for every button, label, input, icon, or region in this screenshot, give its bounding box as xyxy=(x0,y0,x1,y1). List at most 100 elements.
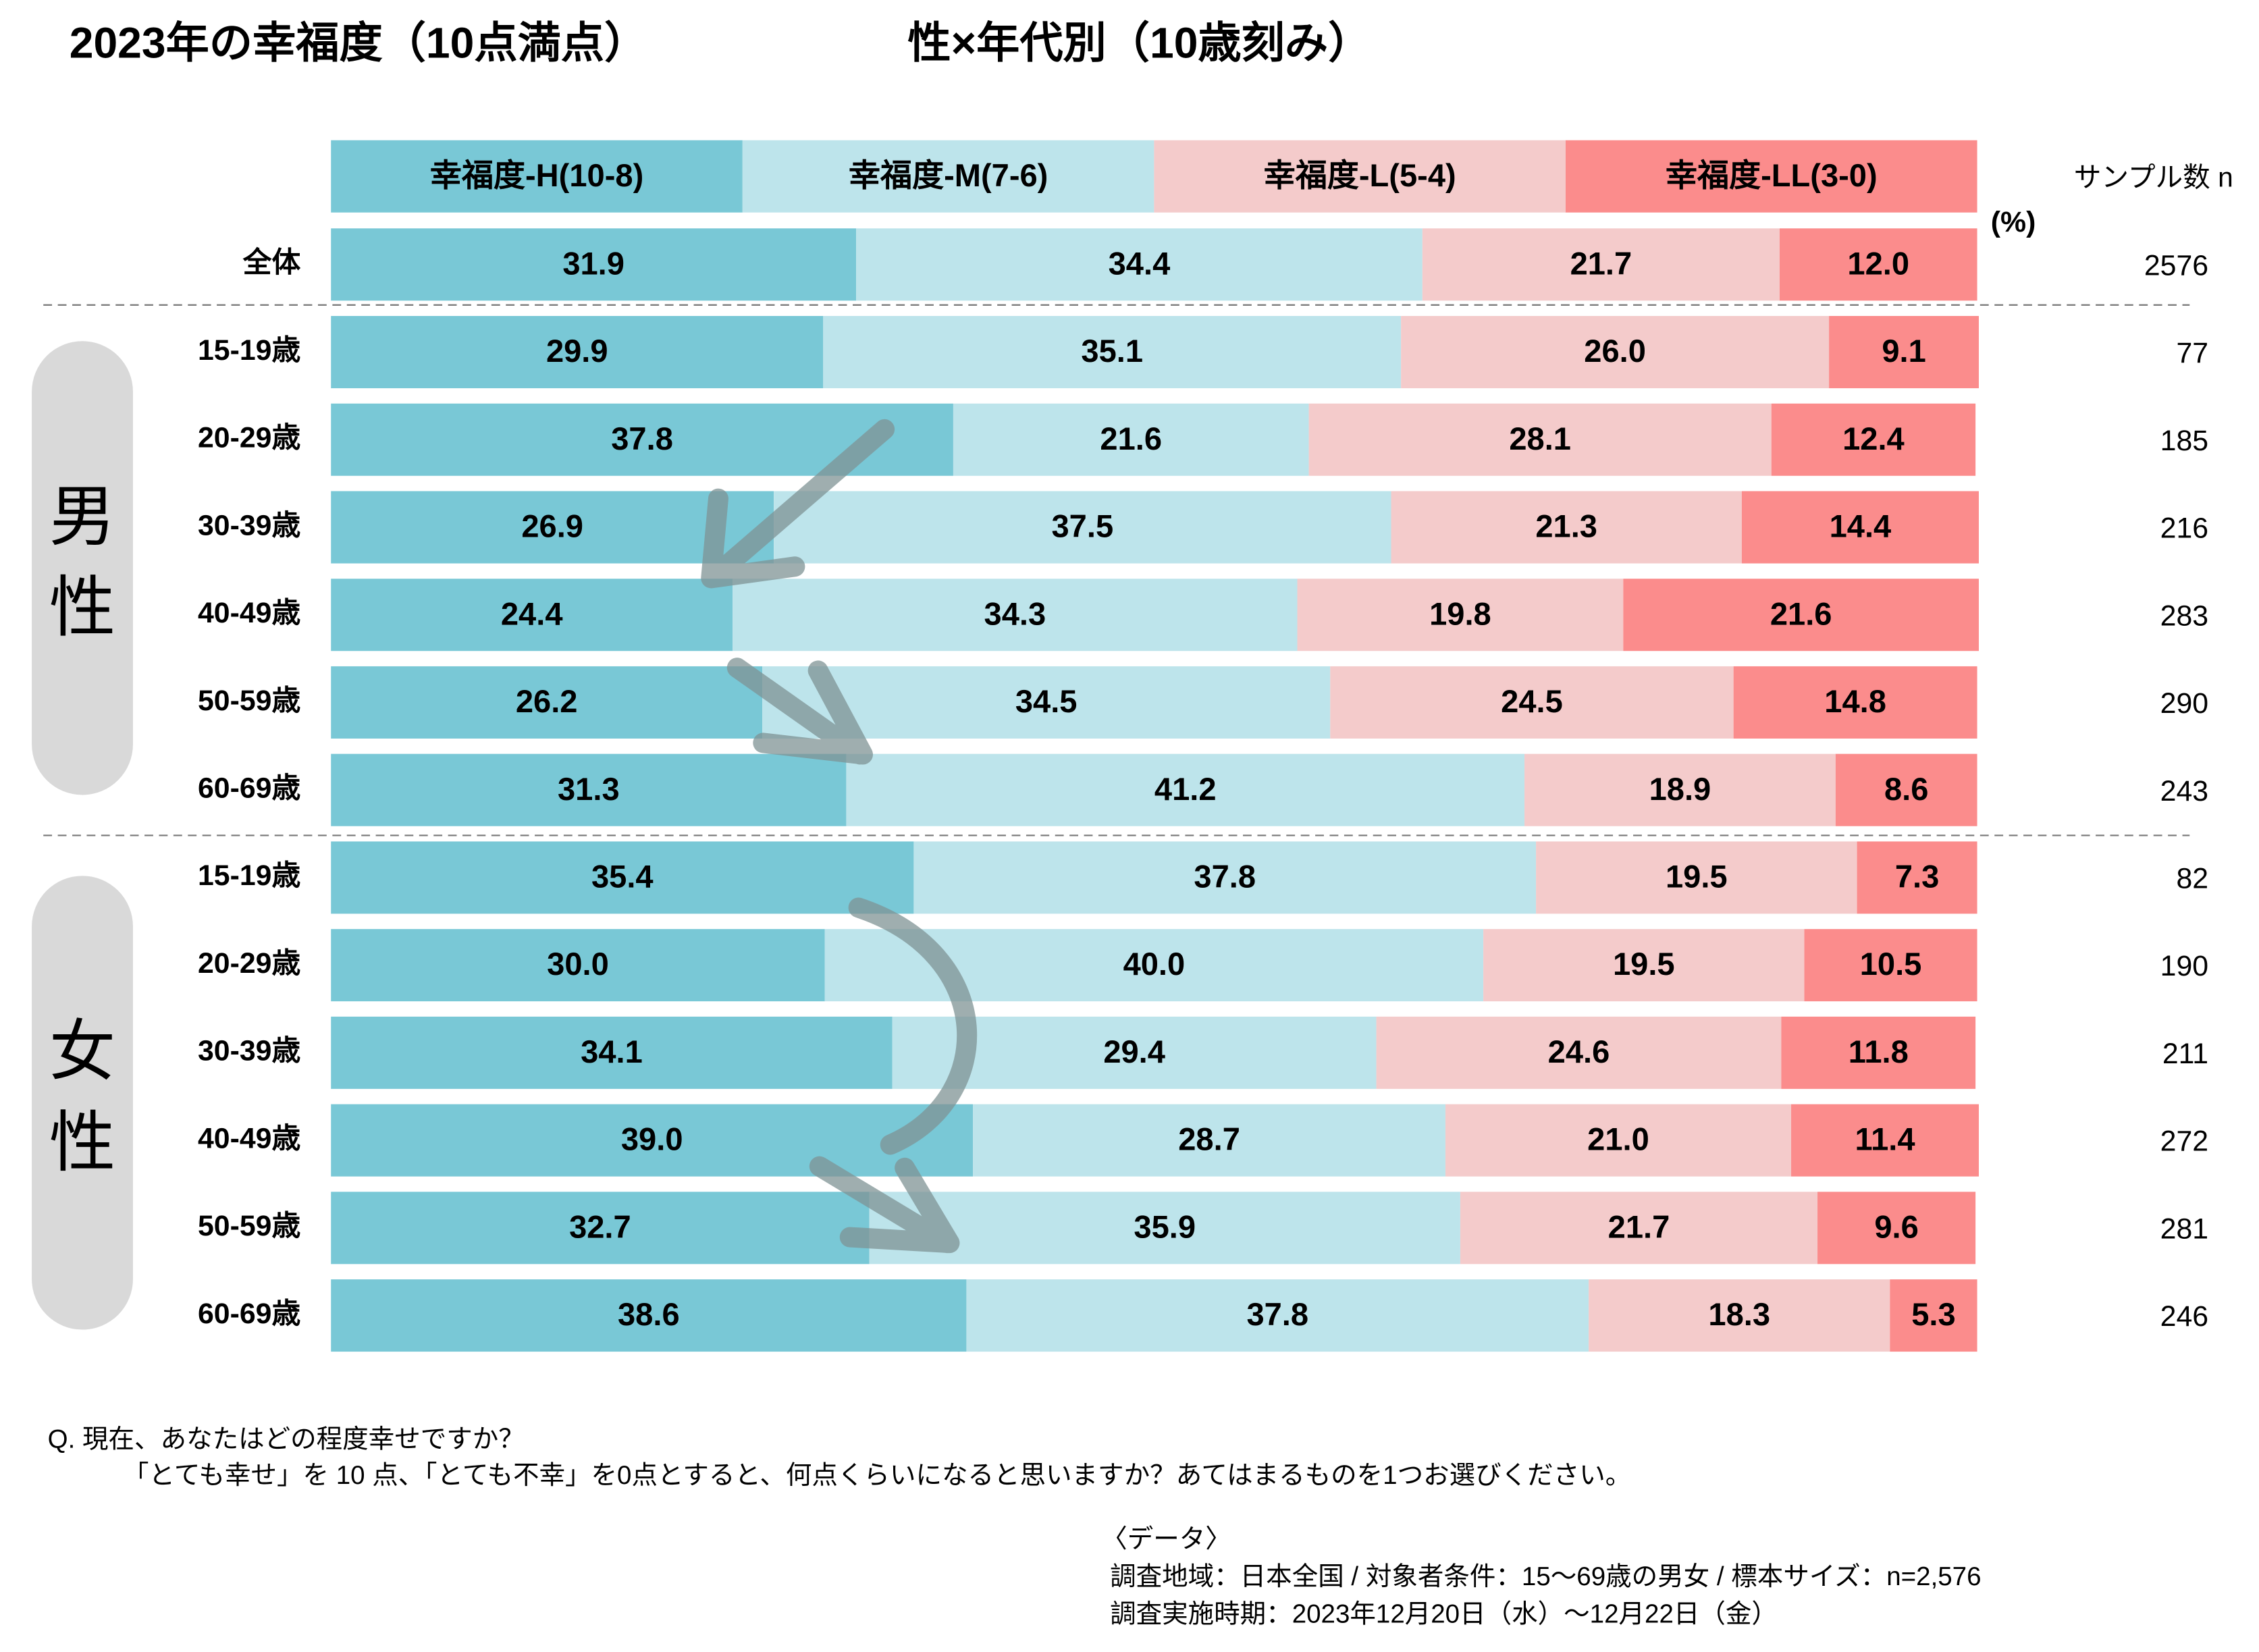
row-label: 20-29歳 xyxy=(198,422,300,454)
legend-swatch xyxy=(331,140,743,213)
value-label: 28.7 xyxy=(1178,1121,1240,1157)
sample-n: 272 xyxy=(2160,1125,2208,1158)
bar-segment xyxy=(1733,666,1977,739)
row-label: 15-19歳 xyxy=(198,859,300,892)
value-label: 11.4 xyxy=(1855,1121,1915,1157)
value-label: 18.3 xyxy=(1708,1296,1770,1332)
bar-segment xyxy=(774,491,1391,564)
row-label: 15-19歳 xyxy=(198,334,300,367)
value-label: 40.0 xyxy=(1123,946,1186,982)
value-label: 37.8 xyxy=(1194,859,1256,895)
value-label: 19.5 xyxy=(1666,859,1728,895)
bar-segment xyxy=(973,1104,1445,1177)
bar-segment xyxy=(1308,403,1772,476)
bar-segment xyxy=(966,1279,1589,1352)
value-label: 28.1 xyxy=(1509,421,1571,456)
value-label: 9.6 xyxy=(1874,1208,1918,1244)
value-label: 41.2 xyxy=(1154,771,1217,807)
sample-n: 211 xyxy=(2162,1038,2208,1070)
bar-segment xyxy=(1422,228,1780,301)
sample-n: 246 xyxy=(2160,1300,2208,1333)
bar-segment xyxy=(1771,403,1976,476)
value-label: 9.1 xyxy=(1882,333,1925,369)
sample-n: 216 xyxy=(2160,512,2208,545)
value-label: 14.8 xyxy=(1824,683,1886,719)
bar-segment xyxy=(331,228,857,301)
sample-n: 243 xyxy=(2160,775,2208,807)
value-label: 24.4 xyxy=(501,595,563,631)
row-label: 40-49歳 xyxy=(198,1122,300,1154)
arrow xyxy=(809,1156,960,1254)
bar-segment xyxy=(1623,579,1979,651)
value-label: 29.9 xyxy=(546,333,608,369)
value-label: 31.3 xyxy=(558,771,620,807)
bars: 幸福度-H(10-8) 幸福度-M(7-6) 幸福度-L(5-4) 幸福度-LL(3-… xyxy=(49,140,2208,1352)
value-label: 18.9 xyxy=(1649,771,1711,807)
note: 〈データ〉 xyxy=(1101,1524,1231,1553)
bar-segment xyxy=(331,1279,967,1352)
value-label: 19.5 xyxy=(1613,946,1675,982)
bar-segment xyxy=(1536,841,1857,914)
row-label: 30-39歳 xyxy=(198,509,300,541)
arrow xyxy=(848,897,978,1155)
value-label: 32.7 xyxy=(569,1208,631,1244)
row-label: 50-59歳 xyxy=(198,1210,300,1242)
note: 「とても幸せ」を 10 点、「とても不幸」を0点とすると、何点くらいになると思い… xyxy=(123,1461,1631,1490)
bar-segment xyxy=(1835,753,1977,826)
value-label: 12.4 xyxy=(1842,421,1905,456)
value-label: 21.0 xyxy=(1587,1121,1649,1157)
group-pill xyxy=(32,341,133,795)
value-label: 26.9 xyxy=(521,508,583,544)
bar-segment xyxy=(846,753,1525,826)
note: 調査地域：日本全国 / 対象者条件：15～69歳の男女 / 標本サイズ：n=2,… xyxy=(1110,1562,1981,1591)
note: 調査実施時期：2023年12月20日（水）～12月22日（金） xyxy=(1110,1600,1778,1629)
bar-segment xyxy=(1445,1104,1792,1177)
row-label: 40-49歳 xyxy=(198,597,300,629)
legend-label: 幸福度-M(7-6) xyxy=(849,157,1048,193)
value-label: 37.5 xyxy=(1052,508,1114,544)
value-label: 21.3 xyxy=(1535,508,1597,544)
bar-segment xyxy=(331,1192,870,1264)
value-label: 26.2 xyxy=(516,683,578,719)
value-label: 14.4 xyxy=(1830,508,1892,544)
legend-swatch xyxy=(1154,140,1566,213)
bar-segment xyxy=(1804,929,1977,1002)
value-label: 34.4 xyxy=(1109,245,1171,281)
bar-segment xyxy=(1857,841,1977,914)
value-label: 21.7 xyxy=(1570,245,1632,281)
row-label: 30-39歳 xyxy=(198,1035,300,1067)
row-label: 60-69歳 xyxy=(198,772,300,805)
unit-label: (%) xyxy=(1991,206,2036,238)
arrow xyxy=(701,419,895,589)
sample-n: 190 xyxy=(2160,950,2208,982)
sample-n: 185 xyxy=(2160,425,2208,457)
value-label: 5.3 xyxy=(1911,1296,1955,1332)
value-label: 39.0 xyxy=(621,1121,683,1157)
bar-segment xyxy=(1781,1016,1976,1089)
sample-n: 77 xyxy=(2176,337,2208,369)
arrow xyxy=(726,658,874,765)
value-label: 21.6 xyxy=(1770,595,1832,631)
group-label: 女性 xyxy=(49,1014,115,1179)
value-label: 21.6 xyxy=(1100,421,1162,456)
trend-arrows xyxy=(701,419,978,1254)
chart-title: 2023年の幸福度（10点満点） xyxy=(70,19,647,68)
bar-segment xyxy=(823,316,1402,389)
bar-segment xyxy=(1829,316,1979,389)
value-label: 35.9 xyxy=(1134,1208,1196,1244)
value-label: 19.8 xyxy=(1429,595,1491,631)
legend-label: 幸福度-H(10-8) xyxy=(430,157,644,193)
bar-segment xyxy=(953,403,1309,476)
bar-segment xyxy=(331,579,733,651)
bar-segment xyxy=(1890,1279,1977,1352)
value-label: 31.9 xyxy=(562,245,624,281)
bar-segment xyxy=(856,228,1423,301)
bar-segment xyxy=(331,841,914,914)
legend-swatch xyxy=(742,140,1154,213)
bar-segment xyxy=(733,579,1298,651)
value-label: 35.1 xyxy=(1081,333,1143,369)
bar-segment xyxy=(331,753,847,826)
bar-segment xyxy=(1376,1016,1782,1089)
bar-segment xyxy=(331,491,774,564)
legend-label: 幸福度-LL(3-0) xyxy=(1666,157,1878,193)
